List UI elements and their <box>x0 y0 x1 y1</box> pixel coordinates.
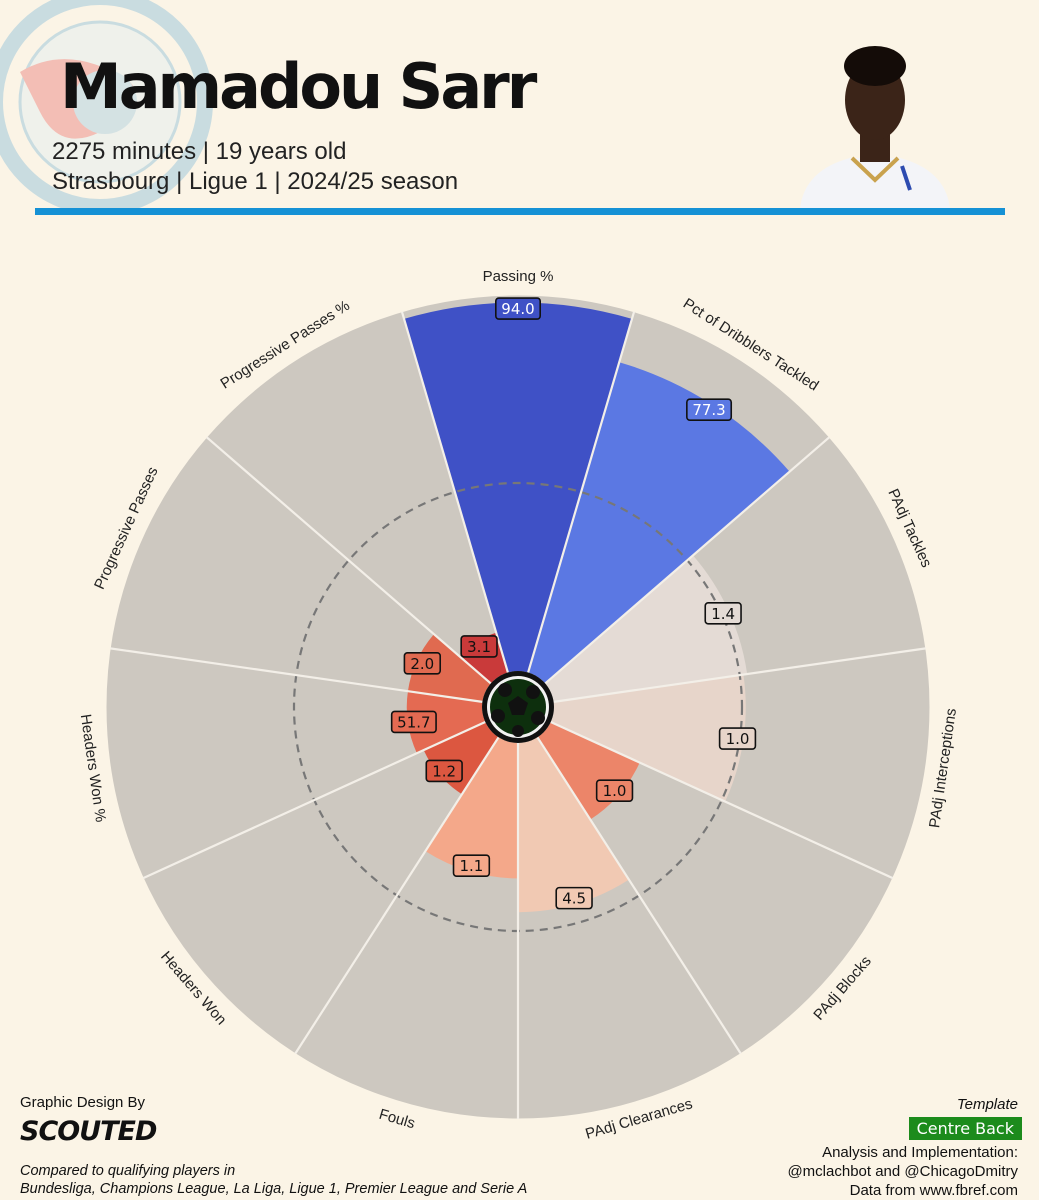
value-slice-padj-clearances <box>518 737 629 913</box>
slice-divider <box>205 436 492 685</box>
slice-divider <box>527 311 636 673</box>
analysis-line2: @mclachbot and @ChicagoDmitry <box>787 1163 1018 1180</box>
value-tag-padj-interceptions: 1.0 <box>726 730 750 748</box>
design-credit-label: Graphic Design By <box>20 1094 146 1111</box>
value-tag-padj-clearances: 4.5 <box>562 890 586 908</box>
value-tag-box-progressive-passes <box>403 651 442 675</box>
value-tags-layer: 94.0 77.3 1.4 1.0 1.0 4.5 1.1 1.2 51.7 2.0 3.1 <box>390 297 757 910</box>
value-tag-box-passing <box>494 297 541 320</box>
background-slice-progressive-passes <box>206 311 508 684</box>
player-name: Mamadou Sarr <box>60 50 537 123</box>
template-label: Template <box>956 1096 1018 1113</box>
club-league-season-line: Strasbourg | Ligue 1 | 2024/25 season <box>52 168 459 195</box>
analysis-credits: Analysis and Implementation: @mclachbot … <box>787 1143 1018 1200</box>
param-label-passing: Passing % <box>483 268 554 285</box>
slice-divider <box>553 647 926 703</box>
value-tag-box-padj-tackles <box>704 602 742 625</box>
value-slice-progressive-passes <box>407 634 491 702</box>
club-badge-watermark <box>0 0 213 215</box>
slice-divider <box>142 720 486 880</box>
slice-divider <box>294 736 500 1055</box>
background-slice-padj-blocks <box>537 721 893 1054</box>
slice-divider <box>550 720 894 880</box>
analysis-line1: Analysis and Implementation: <box>822 1144 1018 1161</box>
value-slice-pct-of-dribblers-tackled <box>528 362 790 684</box>
brand-logo: SCOUTED <box>20 1116 157 1147</box>
slice-divider <box>544 436 831 685</box>
analysis-line3: Data from www.fbref.com <box>849 1182 1018 1199</box>
param-label-padj-interceptions: PAdj Interceptions <box>926 707 960 829</box>
value-tag-box-progressive-passes <box>460 635 498 658</box>
comparison-note-line2: Bundesliga, Champions League, La Liga, L… <box>20 1181 528 1197</box>
value-tag-progressive-passes: 3.1 <box>467 638 491 656</box>
comparison-note: Compared to qualifying players in Bundes… <box>20 1162 527 1198</box>
background-slice-headers-won <box>143 721 499 1054</box>
football-icon <box>482 671 554 743</box>
value-tag-box-padj-blocks <box>595 779 634 802</box>
param-label-fouls: Fouls <box>377 1106 417 1133</box>
background-slice-headers-won <box>105 648 486 879</box>
value-tag-box-headers-won <box>425 759 463 783</box>
value-tag-passing: 94.0 <box>501 300 534 318</box>
value-tag-progressive-passes: 2.0 <box>410 655 434 673</box>
value-slice-passing <box>404 302 632 673</box>
value-slice-fouls <box>425 737 518 879</box>
value-slice-headers-won <box>406 691 486 754</box>
value-tag-box-pct-of-dribblers-tackled <box>686 398 733 422</box>
value-tag-box-fouls <box>452 854 491 877</box>
param-label-headers-won: Headers Won % <box>77 713 109 823</box>
value-tag-fouls: 1.1 <box>459 857 483 875</box>
value-tag-headers-won: 1.2 <box>432 762 456 780</box>
value-tag-box-headers-won <box>390 710 437 734</box>
value-tag-box-padj-interceptions <box>718 727 757 750</box>
comparison-note-line1: Compared to qualifying players in <box>20 1163 236 1179</box>
header-divider <box>35 208 1005 215</box>
slice-divider <box>110 647 483 703</box>
value-slice-padj-tackles <box>545 555 748 702</box>
player-photo <box>800 46 950 208</box>
grid-layer <box>105 294 931 1120</box>
value-tag-box-padj-clearances <box>555 886 593 910</box>
template-badge: Centre Back <box>908 1117 1022 1140</box>
slice-divider <box>536 736 742 1055</box>
value-tag-headers-won: 51.7 <box>397 713 430 731</box>
slice-divider <box>400 311 509 673</box>
value-slice-padj-interceptions <box>550 674 746 802</box>
value-tag-padj-blocks: 1.0 <box>603 782 627 800</box>
minutes-age-line: 2275 minutes | 19 years old <box>52 138 347 165</box>
value-tag-padj-tackles: 1.4 <box>711 605 735 623</box>
background-slice-progressive-passes <box>110 437 491 702</box>
value-tag-pct-of-dribblers-tackled: 77.3 <box>692 401 725 419</box>
